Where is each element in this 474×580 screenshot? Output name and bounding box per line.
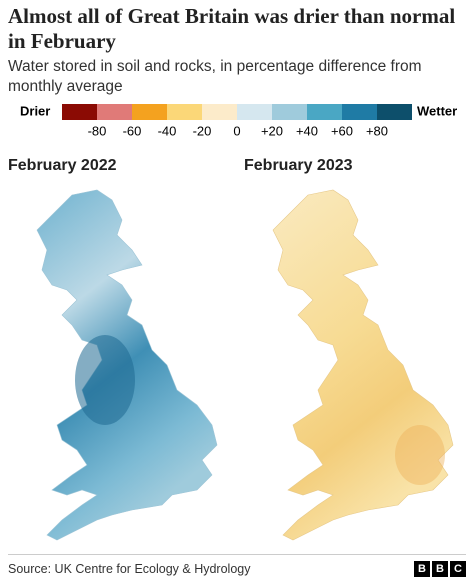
- map-title: February 2023: [244, 157, 353, 174]
- logo-letter: B: [432, 561, 448, 577]
- legend-swatch: [272, 104, 307, 120]
- maps: [36, 189, 454, 541]
- legend-swatch: [97, 104, 132, 120]
- source: Source: UK Centre for Ecology & Hydrolog…: [8, 562, 251, 576]
- legend-tick-label: +80: [366, 123, 388, 138]
- legend-tick-label: -20: [193, 123, 212, 138]
- legend-tick-label: -60: [123, 123, 142, 138]
- map-detail: [395, 425, 445, 485]
- legend-tick-label: +40: [296, 123, 318, 138]
- divider: [8, 554, 466, 555]
- map-detail: [75, 335, 135, 425]
- legend-high: Wetter: [417, 103, 457, 118]
- legend-swatch: [237, 104, 272, 120]
- legend-tick-label: -40: [158, 123, 177, 138]
- legend-tick-label: +20: [261, 123, 283, 138]
- legend-tick-label: -80: [88, 123, 107, 138]
- title: Almost all of Great Britain was drier th…: [8, 4, 456, 53]
- legend-swatch: [202, 104, 237, 120]
- legend-tick-label: +60: [331, 123, 353, 138]
- legend-swatch: [62, 104, 97, 120]
- legend-swatch: [132, 104, 167, 120]
- logo-letter: C: [450, 561, 466, 577]
- map-2023: [272, 189, 454, 541]
- logo-letter: B: [414, 561, 430, 577]
- legend-low: Drier: [20, 103, 50, 118]
- legend-swatch: [167, 104, 202, 120]
- legend-swatch: [377, 104, 412, 120]
- legend-tick-label: 0: [233, 123, 240, 138]
- legend: Drier Wetter -80 -60 -40 -20 0 +20 +40 +60 +80: [20, 103, 457, 138]
- map-title: February 2022: [8, 157, 117, 174]
- legend-swatch: [342, 104, 377, 120]
- subtitle: Water stored in soil and rocks, in perce…: [8, 58, 422, 95]
- legend-swatch: [307, 104, 342, 120]
